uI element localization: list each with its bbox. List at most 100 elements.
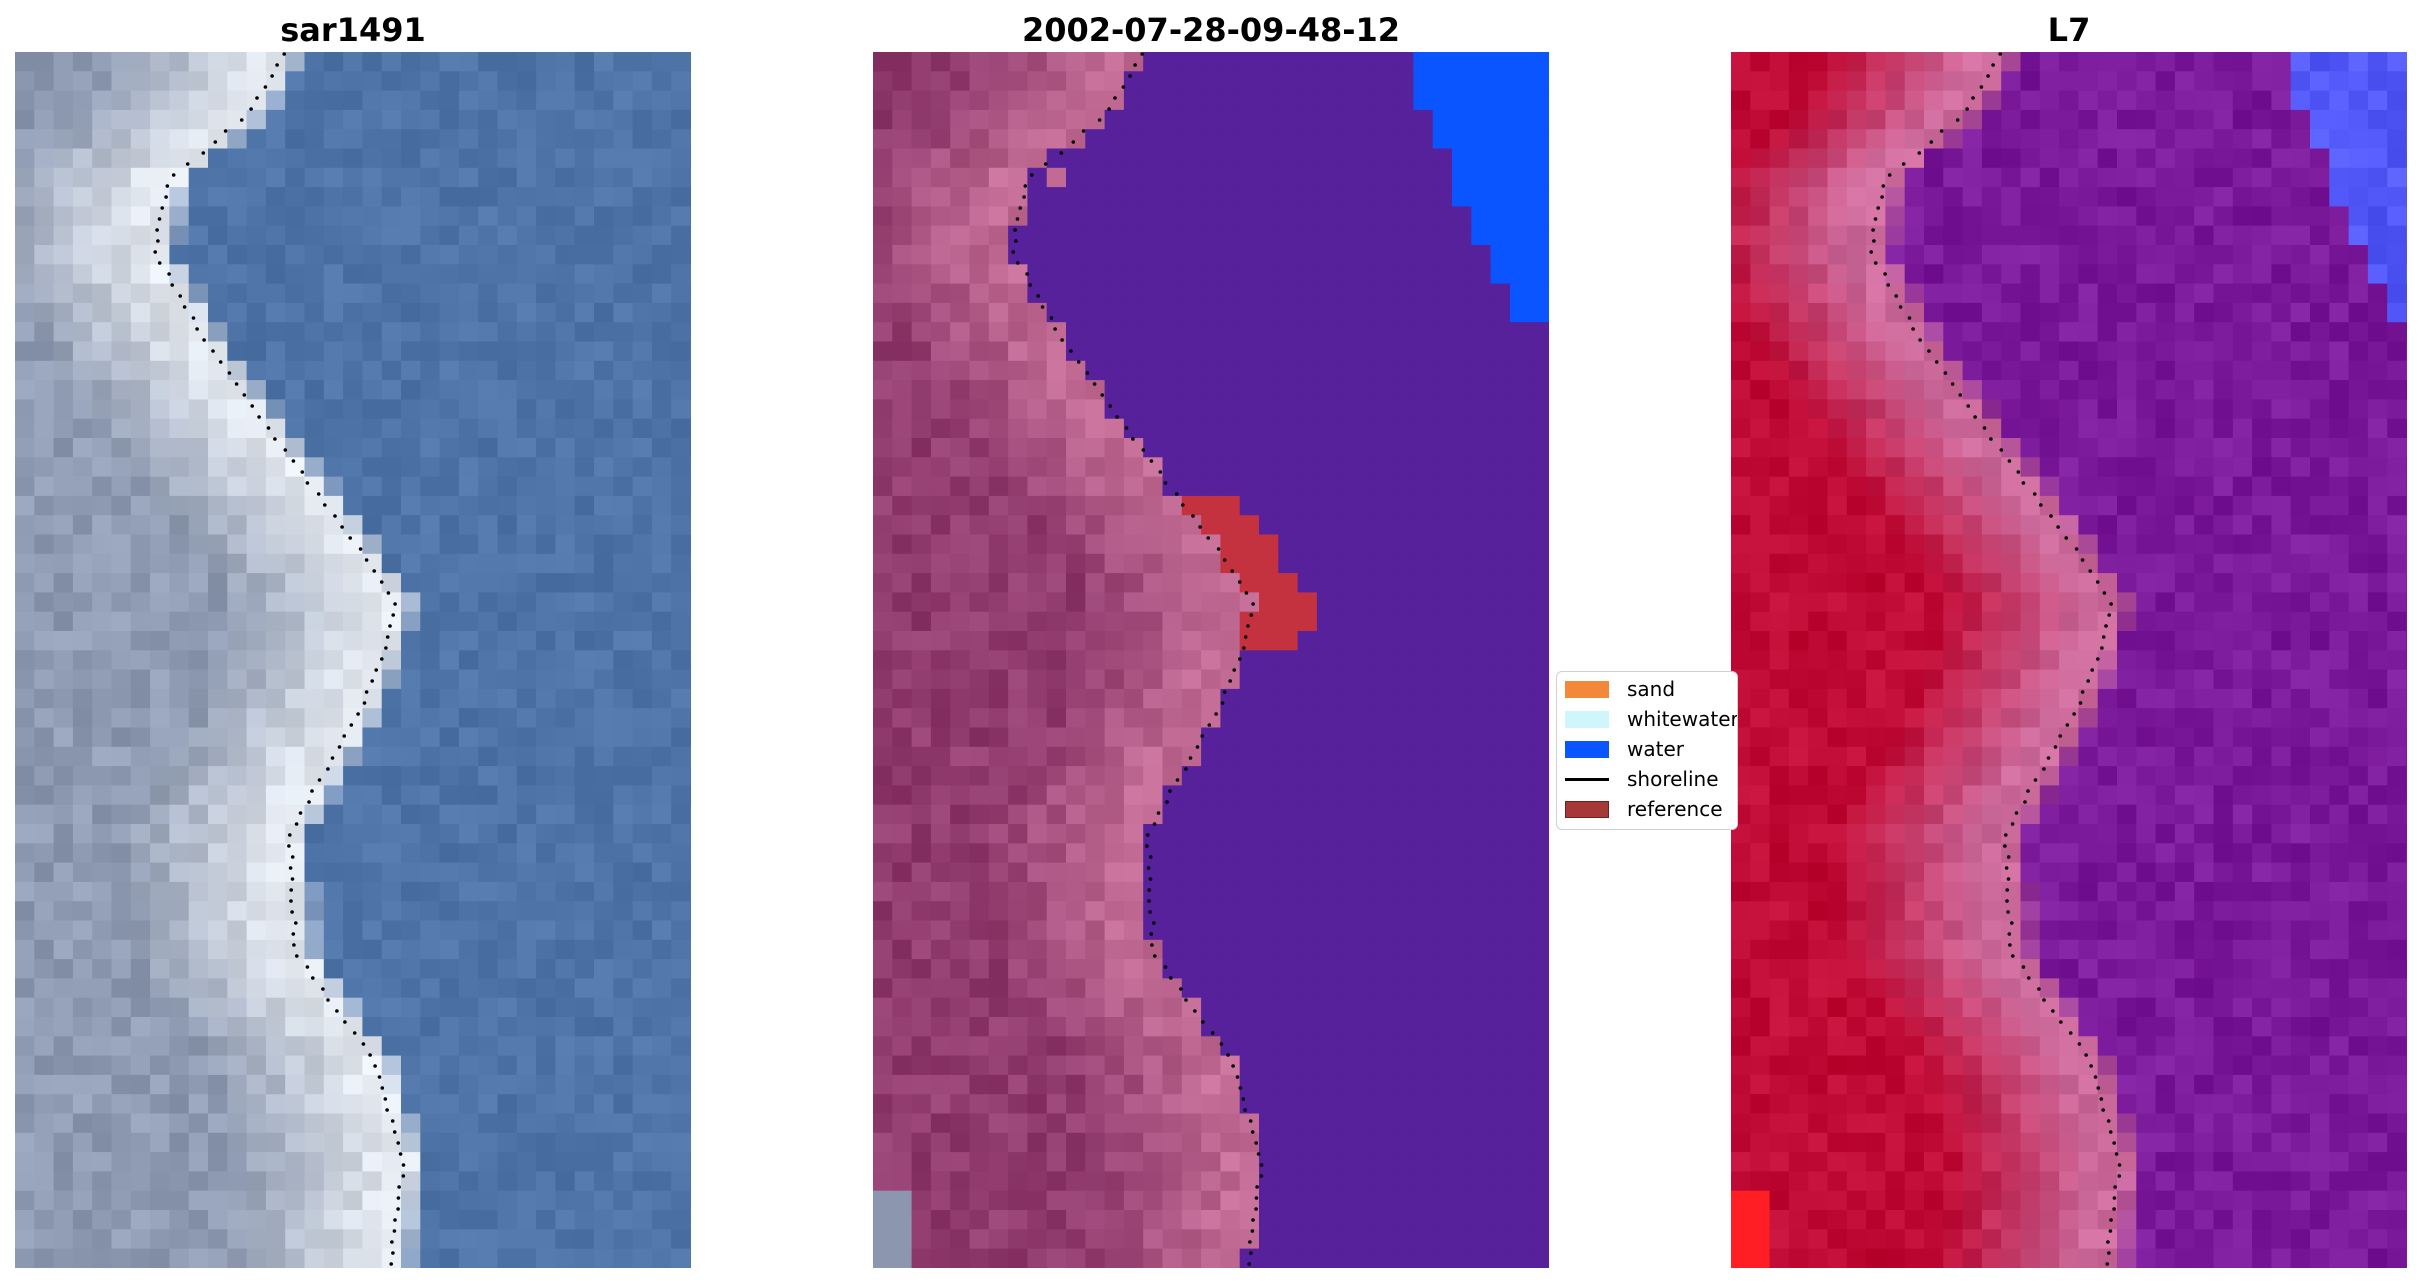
shoreline-dot <box>288 866 293 870</box>
image-pixel <box>381 1094 402 1115</box>
image-pixel <box>381 52 402 72</box>
image-pixel <box>1066 553 1086 574</box>
image-pixel <box>150 71 170 92</box>
image-pixel <box>1394 1171 1414 1192</box>
image-pixel <box>381 71 402 92</box>
shoreline-dot <box>364 558 369 562</box>
image-pixel <box>362 1113 383 1134</box>
image-pixel <box>574 1210 595 1230</box>
image-pixel <box>555 418 576 439</box>
image-pixel <box>150 611 170 632</box>
image-pixel <box>246 978 267 999</box>
image-pixel <box>1471 920 1492 941</box>
image-pixel <box>1509 553 1530 574</box>
image-pixel <box>1297 1094 1318 1115</box>
image-pixel <box>323 225 344 246</box>
image-pixel <box>343 322 363 343</box>
image-pixel <box>1239 650 1260 671</box>
image-pixel <box>1104 515 1125 536</box>
image-pixel <box>1297 52 1318 72</box>
image-pixel <box>1027 1055 1048 1076</box>
image-pixel <box>1413 746 1434 767</box>
image-pixel <box>111 1036 132 1057</box>
image-pixel <box>1027 534 1048 555</box>
image-pixel <box>343 631 363 651</box>
image-pixel <box>1336 824 1357 844</box>
image-pixel <box>130 1017 151 1037</box>
image-pixel <box>988 380 1009 400</box>
image-pixel <box>208 959 228 979</box>
image-pixel <box>420 476 441 497</box>
image-pixel <box>15 341 35 362</box>
image-pixel <box>458 457 479 478</box>
image-pixel <box>92 245 113 265</box>
image-pixel <box>1259 1113 1279 1134</box>
image-pixel <box>1452 129 1472 150</box>
image-pixel <box>1046 399 1067 420</box>
image-pixel <box>2406 52 2407 72</box>
image-pixel <box>873 457 893 478</box>
image-pixel <box>478 804 499 825</box>
image-pixel <box>1104 380 1125 400</box>
image-pixel <box>285 592 306 613</box>
image-pixel <box>988 302 1009 323</box>
image-pixel <box>1046 341 1067 362</box>
image-pixel <box>92 109 113 130</box>
image-pixel <box>1394 534 1414 555</box>
image-pixel <box>1355 785 1376 806</box>
image-pixel <box>208 1113 228 1134</box>
image-pixel <box>892 920 913 941</box>
image-pixel <box>343 1210 363 1230</box>
image-pixel <box>2194 71 2215 92</box>
image-pixel <box>969 824 990 844</box>
image-pixel <box>1259 71 1279 92</box>
shoreline-dot <box>316 492 321 496</box>
image-pixel <box>1297 1074 1318 1095</box>
image-pixel <box>988 1055 1009 1076</box>
image-pixel <box>613 187 634 207</box>
image-pixel <box>1490 997 1511 1018</box>
image-pixel <box>1123 804 1144 825</box>
image-pixel <box>1316 843 1337 864</box>
image-pixel <box>671 997 691 1018</box>
image-pixel <box>150 804 170 825</box>
image-pixel <box>1278 901 1299 922</box>
image-pixel <box>1529 862 1549 883</box>
image-pixel <box>130 978 151 999</box>
image-pixel <box>381 746 402 767</box>
image-pixel <box>92 1074 113 1095</box>
image-pixel <box>1452 418 1472 439</box>
image-pixel <box>208 322 228 343</box>
image-pixel <box>1066 1132 1086 1153</box>
image-pixel <box>2020 71 2041 92</box>
image-pixel <box>111 360 132 381</box>
image-pixel <box>401 824 421 844</box>
image-pixel <box>227 418 248 439</box>
image-pixel <box>72 920 93 941</box>
image-pixel <box>1529 167 1549 188</box>
image-pixel <box>265 727 286 748</box>
image-pixel <box>92 1036 113 1057</box>
image-pixel <box>285 129 306 150</box>
image-pixel <box>381 302 402 323</box>
image-pixel <box>401 939 421 960</box>
image-pixel <box>1123 341 1144 362</box>
image-pixel <box>1278 380 1299 400</box>
image-pixel <box>969 959 990 979</box>
image-pixel <box>1278 245 1299 265</box>
image-pixel <box>1548 187 1549 207</box>
image-pixel <box>892 766 913 786</box>
image-pixel <box>381 515 402 536</box>
image-pixel <box>34 1074 55 1095</box>
image-pixel <box>1259 631 1279 651</box>
image-pixel <box>130 959 151 979</box>
image-pixel <box>111 1074 132 1095</box>
image-pixel <box>555 495 576 516</box>
image-pixel <box>1201 1132 1221 1153</box>
image-pixel <box>401 1248 421 1268</box>
shoreline-dot <box>290 855 295 859</box>
image-pixel <box>1085 553 1106 574</box>
image-pixel <box>34 322 55 343</box>
image-pixel <box>381 418 402 439</box>
image-pixel <box>950 939 971 960</box>
